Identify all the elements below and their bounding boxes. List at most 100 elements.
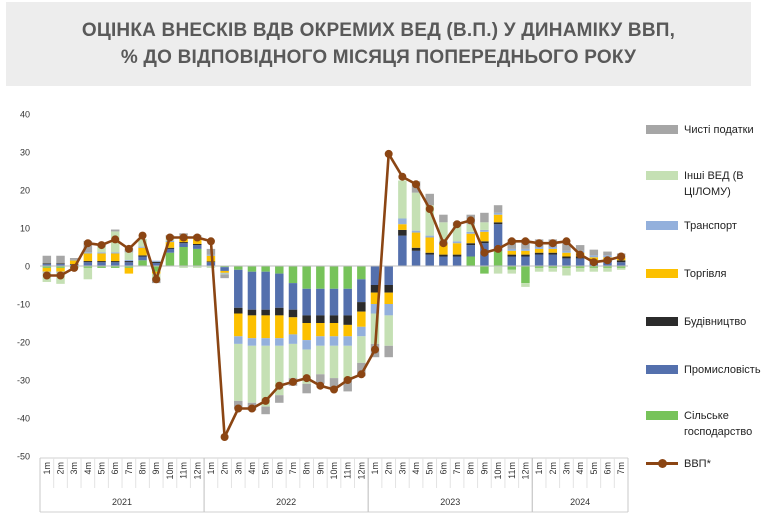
bar-segment <box>398 235 407 266</box>
bar-segment <box>193 248 202 266</box>
bar-segment <box>83 261 93 263</box>
bar-segment <box>124 266 134 268</box>
bar-segment <box>343 324 352 337</box>
gdp-marker <box>124 244 133 253</box>
x-tick-label: 1m <box>42 462 52 475</box>
bar-segment <box>42 267 52 272</box>
gdp-marker <box>343 376 352 384</box>
bar-segment <box>220 267 229 271</box>
bar-segment <box>329 266 339 289</box>
gdp-marker <box>330 385 338 394</box>
y-tick-label: -10 <box>17 300 30 310</box>
bar-segment <box>56 255 65 264</box>
x-tick-label: 3m <box>69 462 79 475</box>
bar-segment <box>329 378 339 388</box>
bar-segment <box>193 243 202 246</box>
bar-segment <box>480 229 489 232</box>
bar-segment <box>110 252 120 254</box>
bar-segment <box>603 251 612 256</box>
bar-segment <box>56 267 65 272</box>
x-tick-label: 5m <box>261 462 271 475</box>
x-tick-label: 3m <box>397 462 407 475</box>
bar-segment <box>534 252 544 255</box>
x-tick-label: 8m <box>466 462 476 475</box>
gdp-marker <box>234 404 243 413</box>
bar-segment <box>575 245 585 251</box>
bar-segment <box>534 267 544 272</box>
bar-segment <box>480 241 489 244</box>
legend-swatch-trade <box>646 269 678 278</box>
bar-segment <box>124 259 134 262</box>
y-tick-label: -30 <box>17 376 30 386</box>
x-tick-label: 7m <box>616 462 626 475</box>
x-tick-label: 2m <box>56 462 66 475</box>
bar-segment <box>466 245 475 257</box>
gdp-marker <box>111 235 120 244</box>
year-label: 2021 <box>112 497 132 507</box>
bar-segment <box>234 313 243 337</box>
bar-segment <box>562 267 571 276</box>
bar-segment <box>275 345 284 396</box>
bar-segment <box>343 266 352 289</box>
gdp-marker <box>179 233 188 242</box>
bar-segment <box>589 266 599 268</box>
bar-segment <box>275 315 284 339</box>
bar-segment <box>480 231 489 242</box>
bar-segment <box>521 248 530 251</box>
bar-segment <box>398 229 407 236</box>
bar-segment <box>439 243 448 255</box>
gdp-marker <box>371 345 380 354</box>
bar-segment <box>302 315 311 323</box>
legend-item-transport: Транспорт <box>646 218 772 234</box>
x-tick-label: 8m <box>138 462 148 475</box>
bar-segment <box>548 247 558 249</box>
y-tick-label: -50 <box>17 452 30 462</box>
bar-segment <box>548 248 558 253</box>
bar-segment <box>56 263 65 265</box>
bar-segment <box>124 252 134 260</box>
y-tick-label: 10 <box>20 224 30 234</box>
legend-item-other: Інші ВЕД (В ЦІЛОМУ) <box>646 168 772 200</box>
bar-segment <box>206 266 216 268</box>
x-tick-label: 9m <box>315 462 325 475</box>
bar-segment <box>507 256 517 266</box>
gdp-marker <box>453 220 462 229</box>
bar-segment <box>616 266 626 268</box>
bar-segment <box>521 256 530 266</box>
gdp-marker <box>603 256 612 265</box>
x-tick-label: 9m <box>151 462 161 475</box>
bar-segment <box>302 266 311 289</box>
legend-swatch-transport <box>646 221 678 230</box>
gdp-marker <box>357 370 366 379</box>
bar-segment <box>165 247 175 249</box>
bar-segment <box>42 263 52 265</box>
legend-item-trade: Торгівля <box>646 266 772 282</box>
x-tick-label: 7m <box>452 462 462 475</box>
x-tick-label: 1m <box>206 462 216 475</box>
gdp-marker <box>548 239 557 248</box>
bar-segment <box>398 180 407 219</box>
y-tick-label: -40 <box>17 414 30 424</box>
bar-segment <box>329 345 339 379</box>
bar-segment <box>220 272 229 274</box>
legend-label-net-taxes: Чисті податки <box>684 124 754 136</box>
bar-segment <box>165 242 175 248</box>
gdp-marker <box>589 258 598 267</box>
gdp-marker <box>220 433 229 441</box>
bar-segment <box>288 309 298 318</box>
x-tick-label: 4m <box>411 462 421 475</box>
x-tick-label: 11m <box>179 462 189 479</box>
bar-segment <box>384 285 393 293</box>
bar-segment <box>370 266 380 285</box>
y-tick-label: 0 <box>25 262 30 272</box>
x-tick-label: 10m <box>493 462 503 480</box>
gdp-marker <box>152 275 161 284</box>
bar-segment <box>493 222 503 225</box>
gdp-marker <box>535 239 544 248</box>
bar-segment <box>411 232 421 248</box>
bar-segment <box>521 266 530 284</box>
x-tick-label: 6m <box>274 462 284 475</box>
legend-swatch-industry <box>646 365 678 374</box>
bar-segment <box>589 267 599 272</box>
bar-segment <box>83 266 93 268</box>
